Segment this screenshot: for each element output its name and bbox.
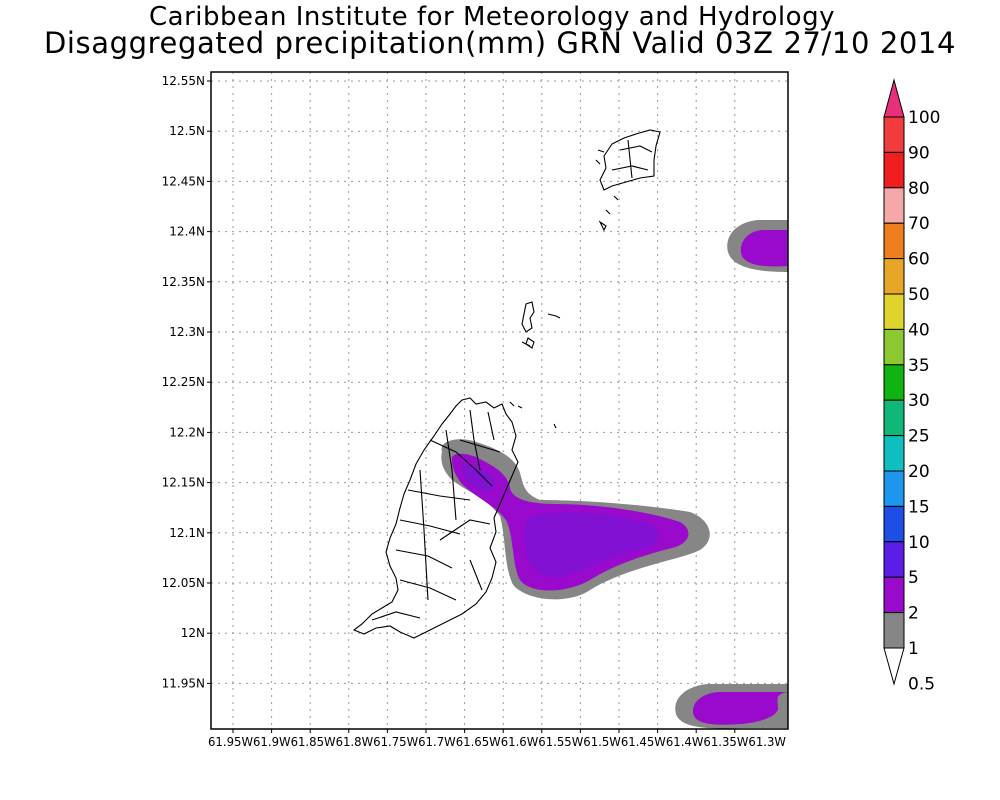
colorbar-level-label: 40 — [908, 320, 930, 340]
colorbar-level-label: 25 — [908, 427, 930, 447]
coastline — [352, 129, 661, 639]
lon-tick-label: 61.35W — [703, 735, 748, 749]
colorbar-segment — [883, 293, 905, 330]
lon-tick-label: 61.45W — [621, 735, 666, 749]
map-frame — [210, 71, 789, 730]
lon-tick-label: 61.5W — [583, 735, 621, 749]
lon-tick-label: 61.3W — [748, 735, 786, 749]
lon-tick-label: 61.6W — [501, 735, 539, 749]
colorbar-level-label: 70 — [908, 214, 930, 234]
lon-tick-label: 61.4W — [666, 735, 704, 749]
colorbar-segment — [883, 435, 905, 472]
lon-tick-label: 61.65W — [456, 735, 501, 749]
colorbar-level-label: 0.5 — [908, 674, 935, 694]
lon-tick-labels-row: 61.95W61.9W61.85W61.8W61.75W61.7W61.65W6… — [208, 735, 786, 749]
lon-tick-label: 61.55W — [538, 735, 583, 749]
lon-tick-label: 61.85W — [291, 735, 336, 749]
colorbar-segment — [883, 399, 905, 437]
lat-tick-label: 12.5N — [169, 124, 205, 138]
lat-tick-label: 11.95N — [162, 676, 205, 690]
colorbar-level-label: 50 — [908, 285, 930, 305]
colorbar-segment — [883, 187, 905, 224]
colorbar-level-label: 10 — [908, 533, 930, 553]
chart-title-line1: Caribbean Institute for Meteorology and … — [149, 2, 835, 32]
colorbar-level-label: 60 — [908, 250, 930, 270]
lat-tick-label: 12.2N — [169, 425, 205, 439]
lat-tick-label: 12.25N — [162, 375, 205, 389]
colorbar-level-label: 15 — [908, 497, 930, 517]
colorbar-level-label: 100 — [908, 108, 940, 128]
lat-tick-label: 12.3N — [169, 325, 205, 339]
lat-tick-label: 12.55N — [162, 74, 205, 88]
precipitation-colorbar: 100 90 80 70 60 50 40 35 30 25 20 15 10 5 2 1 0.5 — [883, 78, 940, 694]
latitude-labels: 12.55N 12.5N 12.45N 12.4N 12.35N 12.3N 12.25N 1… — [162, 74, 211, 690]
lon-tick-label: 61.75W — [373, 735, 418, 749]
chart-title-line2: Disaggregated precipitation(mm) GRN Vali… — [43, 26, 957, 60]
carriacou-island — [599, 129, 661, 191]
colorbar-level-label: 20 — [908, 462, 930, 482]
colorbar-segment — [883, 116, 905, 153]
lon-tick-label: 61.8W — [336, 735, 374, 749]
colorbar-segment — [883, 505, 905, 543]
colorbar-level-label: 5 — [908, 568, 919, 588]
colorbar-level-label: 1 — [908, 639, 919, 659]
colorbar-segment — [883, 222, 905, 260]
lat-tick-label: 12.4N — [169, 225, 205, 239]
grenada-island — [352, 397, 519, 639]
lat-tick-label: 12.45N — [162, 174, 205, 188]
colorbar-segment — [883, 151, 905, 189]
longitude-labels: 61.95W61.9W61.85W61.8W61.75W61.7W61.65W6… — [208, 729, 786, 749]
colorbar-segment — [883, 328, 905, 366]
colorbar-level-label: 35 — [908, 356, 930, 376]
colorbar-level-label: 30 — [908, 391, 930, 411]
map-plot-area — [211, 72, 788, 729]
colorbar-segment — [883, 364, 905, 401]
colorbar-max-arrow — [883, 78, 905, 118]
map-grid — [211, 72, 788, 729]
colorbar-level-label: 2 — [908, 604, 919, 624]
islets — [509, 301, 561, 429]
colorbar-segment — [883, 470, 905, 507]
lon-tick-label: 61.95W — [208, 735, 253, 749]
lat-tick-label: 12N — [181, 626, 205, 640]
colorbar-segment — [883, 541, 905, 578]
lon-tick-label: 61.9W — [253, 735, 291, 749]
lat-tick-label: 12.15N — [162, 476, 205, 490]
colorbar-segment — [883, 576, 905, 614]
lon-tick-label: 61.7W — [418, 735, 456, 749]
colorbar-level-label: 90 — [908, 143, 930, 163]
colorbar-min-arrow — [883, 647, 905, 686]
precip-band-2-5 — [462, 464, 659, 578]
lat-tick-label: 12.35N — [162, 275, 205, 289]
lat-tick-label: 12.1N — [169, 526, 205, 540]
colorbar-level-label: 80 — [908, 179, 930, 199]
lat-tick-label: 12.05N — [162, 576, 205, 590]
colorbar-segment — [883, 612, 905, 649]
colorbar-segment — [883, 258, 905, 295]
